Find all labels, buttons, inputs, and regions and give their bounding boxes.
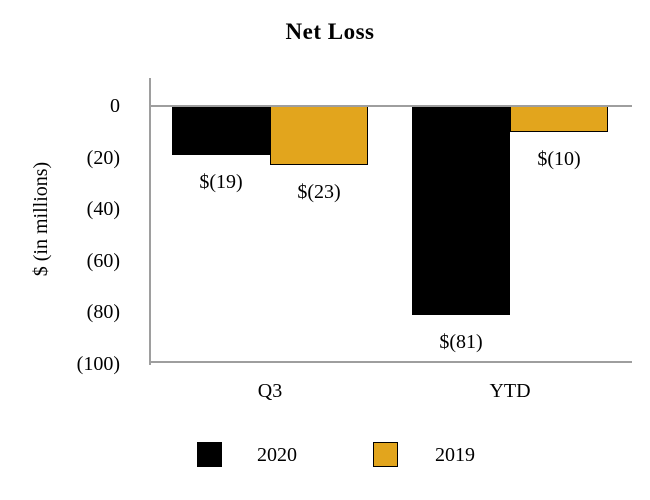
y-tick-label-(80): (80) — [86, 301, 120, 324]
zero-gridline — [150, 105, 632, 107]
legend-swatch-2019 — [373, 442, 398, 467]
bar-2020-YTD — [412, 106, 510, 315]
bar-2019-Q3 — [270, 106, 368, 166]
y-tick-label-(100): (100) — [76, 353, 120, 375]
legend-label-2020: 2020 — [257, 444, 297, 466]
x-category-label-Q3: Q3 — [257, 380, 283, 402]
bar-2019-YTD — [510, 106, 608, 132]
x-axis-line — [150, 361, 632, 363]
y-tick-label-0: 0 — [110, 95, 120, 117]
data-label-2020-YTD: $(81) — [439, 330, 483, 353]
y-axis-line — [149, 78, 151, 365]
data-label-2019-Q3: $(23) — [297, 181, 341, 204]
y-tick-label-(20): (20) — [86, 146, 120, 169]
y-tick-label-(60): (60) — [86, 249, 120, 272]
data-label-2019-YTD: $(10) — [537, 147, 581, 170]
x-category-label-YTD: YTD — [489, 380, 531, 402]
chart-title: Net Loss — [285, 19, 375, 44]
data-label-2020-Q3: $(19) — [199, 171, 243, 194]
legend-label-2019: 2019 — [435, 444, 475, 466]
y-tick-label-(40): (40) — [86, 198, 120, 221]
bar-2020-Q3 — [172, 106, 270, 156]
legend-swatch-2020 — [197, 442, 222, 467]
